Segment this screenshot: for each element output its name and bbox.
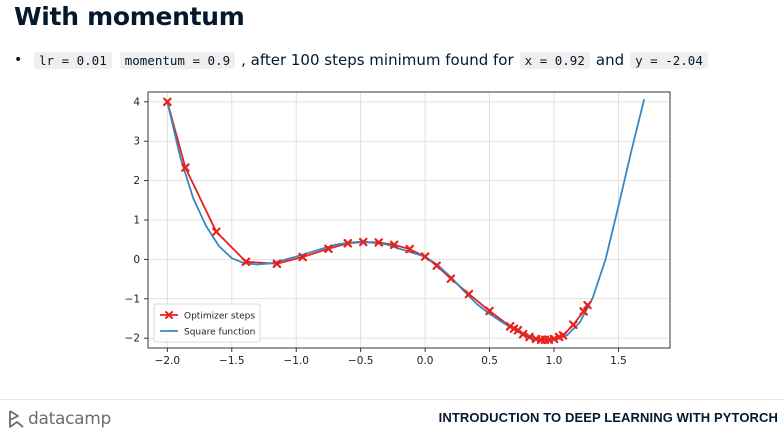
bullet-dot: • bbox=[14, 52, 23, 68]
optimizer-step-marker bbox=[525, 332, 534, 342]
optimizer-step-marker bbox=[569, 320, 578, 330]
bullet-text-and: and bbox=[595, 51, 625, 69]
y-tick-label: 4 bbox=[133, 96, 140, 108]
x-tick-label: 1.0 bbox=[546, 355, 563, 367]
optimizer-step-marker bbox=[163, 97, 172, 107]
optimizer-step-marker bbox=[432, 261, 442, 270]
legend-box bbox=[153, 303, 261, 343]
optimizer-step-marker bbox=[358, 237, 368, 247]
optimizer-step-marker bbox=[405, 244, 414, 254]
optimizer-step-marker bbox=[343, 238, 353, 248]
code-y: y = -2.04 bbox=[630, 51, 708, 69]
bullet-text-after: , after 100 steps minimum found for bbox=[241, 51, 514, 69]
legend-marker-optimizer bbox=[165, 311, 173, 319]
bullet-line: • lr = 0.01 momentum = 0.9 , after 100 s… bbox=[14, 48, 712, 72]
optimizer-step-marker bbox=[485, 306, 494, 316]
x-tick-label: 0.5 bbox=[481, 355, 498, 367]
code-x: x = 0.92 bbox=[519, 51, 590, 69]
optimizer-step-marker bbox=[583, 300, 592, 310]
x-tick-label: 0.0 bbox=[417, 355, 434, 367]
optimizer-step-marker bbox=[298, 252, 307, 262]
optimizer-step-marker bbox=[374, 238, 384, 247]
slide-title: With momentum bbox=[14, 2, 245, 31]
x-tick-label: 1.5 bbox=[610, 355, 627, 367]
optimizer-step-marker bbox=[464, 289, 474, 299]
optimizer-step-marker bbox=[420, 252, 430, 261]
y-tick-label: 3 bbox=[133, 136, 140, 148]
optimizer-step-marker bbox=[558, 331, 568, 340]
code-lr: lr = 0.01 bbox=[34, 51, 112, 69]
optimizer-step-marker bbox=[579, 307, 588, 316]
y-tick-label: 2 bbox=[133, 175, 140, 187]
datacamp-logo-icon bbox=[9, 410, 24, 428]
optimizer-step-marker bbox=[272, 259, 282, 269]
optimizer-step-marker bbox=[181, 163, 190, 172]
x-tick-label: −1.5 bbox=[219, 355, 245, 367]
x-tick-label: −2.0 bbox=[155, 355, 181, 367]
legend-label-square: Square function bbox=[184, 328, 255, 338]
x-tick-label: −0.5 bbox=[348, 355, 374, 367]
footer-divider bbox=[0, 399, 784, 400]
y-tick-label: 1 bbox=[133, 215, 140, 227]
legend-label-optimizer: Optimizer steps bbox=[184, 312, 255, 322]
y-tick-label: −2 bbox=[125, 333, 140, 345]
x-tick-label: −1.0 bbox=[283, 355, 309, 367]
datacamp-logo-text: datacamp bbox=[28, 409, 112, 429]
optimizer-step-marker bbox=[518, 329, 528, 339]
course-title: INTRODUCTION TO DEEP LEARNING WITH PYTOR… bbox=[438, 410, 778, 425]
optimizer-step-marker bbox=[324, 244, 333, 254]
y-tick-label: 0 bbox=[133, 254, 140, 266]
code-momentum: momentum = 0.9 bbox=[119, 51, 236, 69]
optimizer-step-marker bbox=[446, 274, 456, 283]
optimizer-step-marker bbox=[241, 257, 251, 267]
momentum-chart: −2.0 −1.5 −1.0 −0.5 0.0 0.5 1.0 1.5 −2 −1 0 1 2 3 4 Opt… bbox=[125, 91, 671, 367]
datacamp-logo: datacamp bbox=[8, 406, 111, 432]
y-tick-label: −1 bbox=[125, 293, 140, 305]
optimizer-step-marker bbox=[389, 240, 399, 250]
optimizer-step-marker bbox=[212, 227, 221, 237]
